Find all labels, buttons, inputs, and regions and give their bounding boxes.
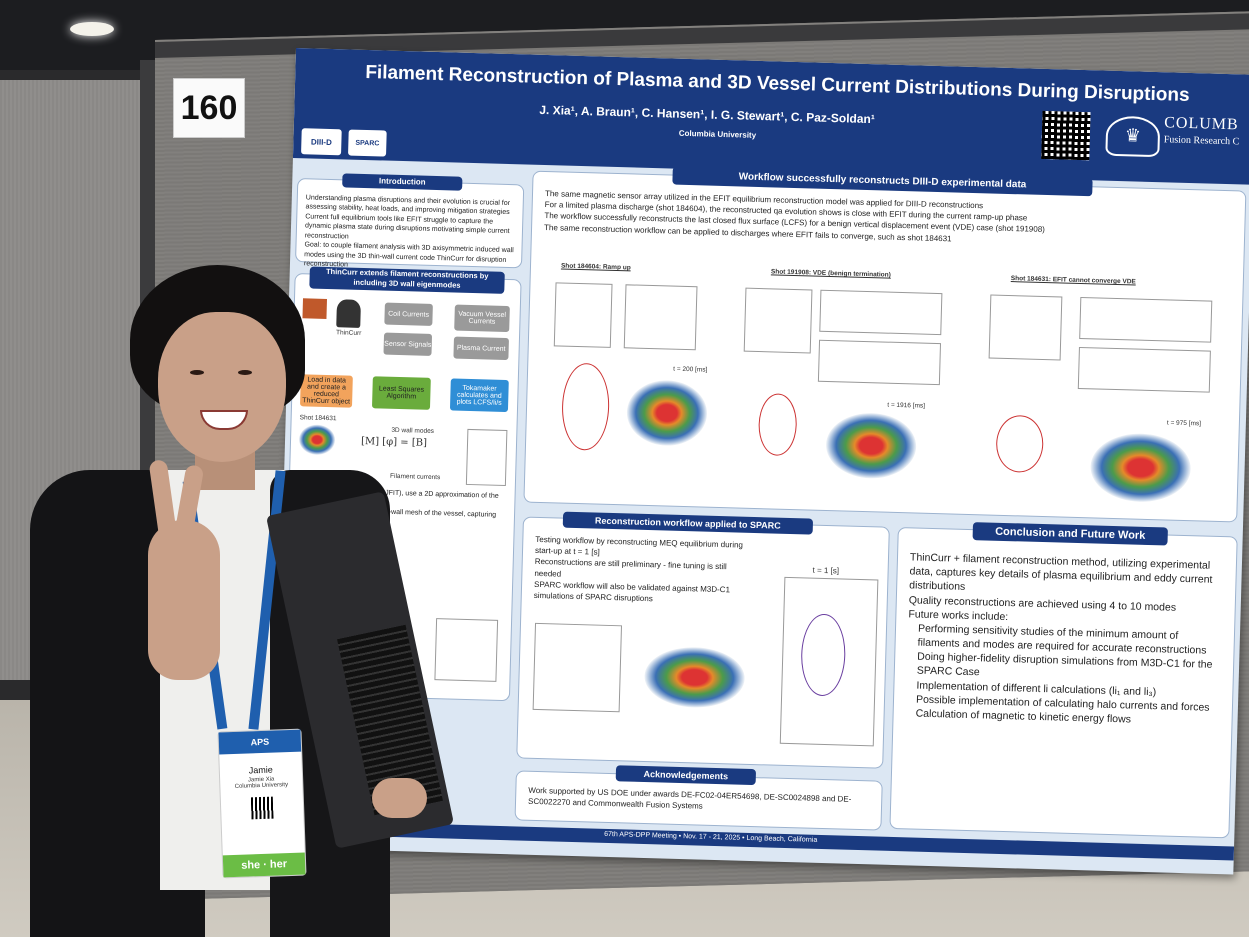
shot1-plot-a [553,282,613,348]
peace-sign-hand [148,459,220,680]
shot2-plot-c [817,339,942,386]
shot2-torus [825,411,918,480]
filament-currents-label: Filament currents [389,472,441,482]
shot3-plot-a [988,294,1063,361]
left-eye [190,370,204,375]
shot-label: Shot 184631 [299,414,337,423]
pronoun-ribbon: she · her [222,852,306,878]
fusion-facility-icon [302,298,328,319]
matrix-equation: [M] [φ] = [B] [360,435,428,449]
sensor-signals-box: Sensor Signals [383,332,433,356]
shot2-plot-a [743,287,813,354]
workflow-box: The same magnetic sensor array utilized … [523,170,1247,523]
sparc-box: Testing workflow by reconstructing MEQ e… [516,516,890,769]
tokamaker-box: Tokamaker calculates and plots LCFS/li/s [449,378,509,413]
conclusion-box: ThinCurr + filament reconstruction metho… [889,526,1238,839]
sparc-bullets: Testing workflow by reconstructing MEQ e… [534,534,746,607]
right-hand [372,778,427,818]
ack-text: Work supported by US DOE under awards DE… [527,785,852,811]
intro-box: Understanding plasma disruptions and the… [295,178,525,269]
smile [200,410,248,430]
diiid-logo: DIII-D [301,128,342,156]
badge-name: Jamie [248,764,273,776]
shot3-equilibrium [995,414,1045,474]
conclusion-subitems: Performing sensitivity studies of the mi… [905,621,1223,729]
least-squares-box: Least Squares Algorithm [371,376,431,410]
shot3-plot-b [1079,296,1213,343]
vacuum-vessel-box: Vacuum Vessel Currents [454,304,510,333]
sparc-flux-surfaces [800,613,847,697]
shot-184631-plot [434,618,499,682]
shot3-plot-c [1077,346,1211,393]
wall-mode-torus [298,424,336,456]
shot1-equilibrium [560,362,611,451]
shot1-label: Shot 184604: Ramp up [560,262,631,272]
sparc-bullet: SPARC workflow will also be validated ag… [533,579,731,604]
shot1-torus [626,379,708,447]
shot2-time: t = 1916 [ms] [887,401,926,410]
sparc-equilibrium-plot [779,576,879,747]
sparc-torus [643,645,746,709]
thincurr-label: ThinCurr [335,329,362,337]
sparc-ip-plot [532,622,623,713]
wall-modes-label: 3D wall modes [391,426,435,436]
shot2-plot-b [819,289,943,336]
smiling-face [158,312,286,462]
load-data-box: Load in data and create a reduced ThinCu… [299,374,353,408]
research-center: Fusion Research C [1163,134,1240,148]
shot3-time: t = 975 [ms] [1166,419,1202,428]
columbia-crown-icon: ♛ [1105,115,1161,158]
shot1-time: t = 200 [ms] [673,365,708,374]
thinker-icon [336,299,361,328]
badge-header: APS [218,729,302,755]
plasma-current-box: Plasma Current [453,336,509,361]
booth-number: 160 [173,78,245,138]
badge-affiliation: Jamie Xia Columbia University [234,776,289,790]
shot1-plot-b [623,284,698,351]
coil-currents-box: Coil Currents [384,302,433,326]
shot2-label: Shot 191908: VDE (benign termination) [770,268,891,279]
shot2-equilibrium [757,393,798,457]
vessel-cross-section [465,428,508,487]
qr-code [1041,110,1091,161]
shot3-torus [1089,432,1192,504]
conclusion-bullets: ThinCurr + filament reconstruction metho… [905,550,1225,729]
university-name: COLUMB [1164,114,1239,134]
sparc-logo: SPARC [348,129,387,157]
ceiling-light [70,22,114,36]
right-eye [238,370,252,375]
workflow-bullets: The same magnetic sensor array utilized … [544,188,1235,252]
intro-bullets: Understanding plasma disruptions and the… [304,193,516,274]
name-badge: APS Jamie Jamie Xia Columbia University … [217,728,307,879]
badge-qr-code [250,796,274,820]
sparc-time: t = 1 [s] [812,565,840,576]
shot3-label: Shot 184631: EFIT cannot converge VDE [1010,275,1136,286]
